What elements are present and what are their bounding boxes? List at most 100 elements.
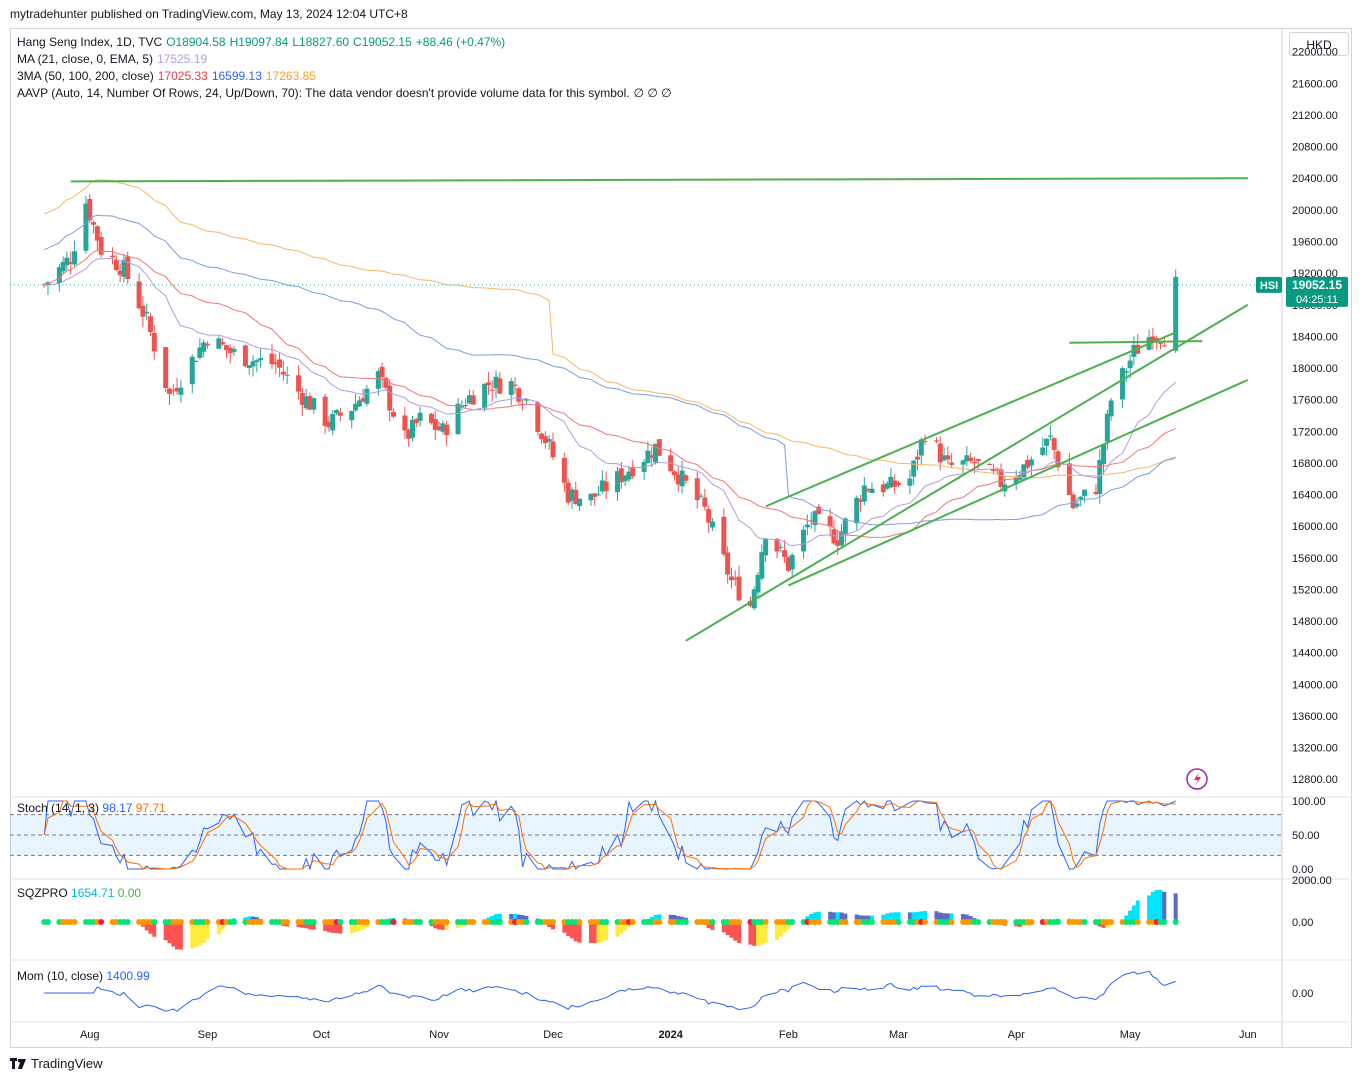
sqzpro-bar [323, 922, 328, 931]
sqzpro-bar [733, 922, 738, 941]
candle-body [220, 342, 226, 345]
sqzpro-dot [257, 919, 264, 925]
price-tick-label: 14800.00 [1292, 616, 1338, 628]
candle-body [702, 497, 708, 507]
candle-body [858, 499, 864, 502]
ma200-line [44, 179, 1176, 479]
candle-body [561, 457, 567, 483]
candle-body [136, 281, 142, 309]
sqzpro-bar [657, 914, 662, 922]
sqzpro-bar [433, 922, 438, 929]
candle-body [242, 345, 248, 367]
sqzpro-bar [490, 915, 495, 922]
sqzpro-bar [748, 922, 753, 945]
price-tick-label: 16800.00 [1292, 458, 1338, 470]
candle-body [987, 463, 993, 465]
legend-3ma-row[interactable]: 3MA (50, 100, 200, close) 17025.33 16599.1… [17, 69, 320, 83]
candle-body [246, 365, 252, 369]
legend-ma-row[interactable]: MA (21, close, 0, EMA, 5) 17525.19 [17, 52, 211, 66]
candle-body [933, 440, 939, 442]
mom-value: 1400.99 [106, 969, 150, 983]
sqzpro-bar [919, 911, 924, 922]
candle-body [56, 267, 62, 284]
candle-body [402, 415, 408, 431]
candle-body [360, 398, 366, 402]
stoch-k-line [43, 799, 1176, 871]
sqzpro-dot [1108, 919, 1115, 925]
sqzpro-dot [44, 919, 51, 925]
time-tick-label: May [1120, 1029, 1141, 1041]
currency-selector[interactable]: HKD [1289, 32, 1349, 56]
candle-body [444, 424, 450, 436]
candle-body [990, 468, 996, 472]
legend-low: L18827.60 [292, 35, 350, 49]
sqzpro-bar [604, 922, 609, 941]
candle-body [147, 316, 153, 332]
candle-body [151, 332, 157, 352]
sqzpro-bar [706, 922, 711, 929]
candle-body [322, 396, 328, 426]
candle-body [326, 422, 332, 428]
candle-body [459, 405, 465, 407]
sqzpro-bar [1154, 889, 1159, 922]
sqzpro-bar [942, 913, 947, 922]
mom-label: Mom (10, close) [17, 969, 104, 983]
candle-body [1078, 496, 1084, 500]
candle-body [827, 516, 833, 527]
candle-body [888, 476, 894, 488]
sqzpro-bar [778, 922, 783, 937]
tradingview-footer[interactable]: TradingView [10, 1056, 103, 1071]
sqzpro-bar [756, 922, 761, 946]
legend-aavp-row[interactable]: AAVP (Auto, 14, Number Of Rows, 24, Up/D… [17, 86, 676, 100]
candle-body [652, 443, 658, 463]
candle-body [679, 470, 685, 487]
legend-open: O18904.58 [166, 35, 226, 49]
sqzpro-dots [41, 919, 1179, 925]
momentum-line [44, 970, 1176, 1012]
price-tick-label: 16000.00 [1292, 521, 1338, 533]
ma21-ema-line [44, 257, 1177, 547]
sqzpro-bar [326, 922, 331, 933]
sqzpro-dot [1172, 919, 1179, 925]
sqzpro-bar [885, 913, 890, 922]
candle-body [755, 574, 761, 593]
candle-body [250, 361, 256, 367]
candle-body [869, 488, 875, 494]
candle-body [577, 498, 583, 507]
price-tick-label: 14400.00 [1292, 648, 1338, 660]
price-tick-label: 20000.00 [1292, 205, 1338, 217]
sqzpro-legend[interactable]: SQZPRO 1654.71 0.00 [17, 886, 141, 900]
sqzpro-dot [762, 919, 769, 925]
sqzpro-dot [417, 919, 424, 925]
mom-legend[interactable]: Mom (10, close) 1400.99 [17, 969, 150, 983]
time-tick-label: Aug [80, 1029, 100, 1041]
sqzpro-bar [440, 922, 445, 930]
candle-body [839, 531, 845, 546]
legend-3ma-100: 16599.13 [211, 69, 262, 83]
sqzpro-bar [349, 922, 354, 934]
candle-body [258, 358, 264, 361]
candle-body [842, 518, 848, 535]
stoch-legend[interactable]: Stoch (14, 1, 3) 98.17 97.71 [17, 801, 166, 815]
candle-body [94, 226, 100, 241]
candle-body [539, 433, 545, 440]
sqzpro-bar [562, 922, 567, 933]
time-tick-label: Jun [1239, 1029, 1257, 1041]
legend-aavp-label: AAVP (Auto, 14, Number Of Rows, 24, Up/D… [17, 86, 630, 100]
sqzpro-dot [443, 919, 450, 925]
candle-body [1066, 463, 1072, 495]
candle-body [489, 389, 495, 391]
sqzpro-bar [152, 922, 157, 937]
price-tick-label: 18400.00 [1292, 331, 1338, 343]
legend-symbol-row[interactable]: Hang Seng Index, 1D, TVC O18904.58 H19097.… [17, 35, 509, 49]
sqzpro-bar [1128, 910, 1133, 922]
candle-body [968, 457, 974, 461]
sqzpro-dot [496, 919, 503, 925]
sqzpro-bar [854, 914, 859, 922]
time-tick-label: 2024 [658, 1029, 683, 1041]
sqzpro-dot [1134, 919, 1141, 925]
candle-body [72, 251, 78, 265]
candle-body [1013, 477, 1019, 485]
price-tick-label: 19600.00 [1292, 236, 1338, 248]
